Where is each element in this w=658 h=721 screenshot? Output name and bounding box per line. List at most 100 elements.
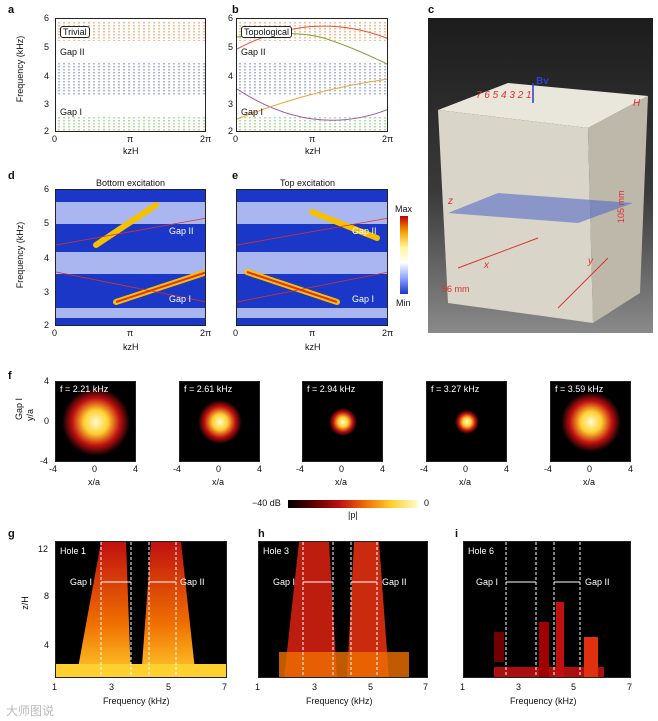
panel-f-xtick: 0 [463, 464, 469, 474]
panel-d-plot: Gap II Gap I [55, 189, 206, 326]
panel-e-title: Top excitation [280, 178, 336, 188]
panel-c-x: x [484, 260, 489, 271]
panel-b-ytick: 6 [228, 13, 234, 23]
panel-label-b: b [232, 4, 239, 16]
panel-d-xlabel: kzH [123, 342, 139, 352]
panel-b-plot: Topological Gap II Gap I [236, 18, 388, 132]
panel-f-xtick: 0 [216, 464, 222, 474]
panel-i-xtick: 3 [516, 682, 522, 692]
panel-g-ytick: 8 [44, 591, 50, 601]
panel-b-ytick: 4 [228, 71, 234, 81]
panel-a-ytick: 6 [44, 13, 50, 23]
panel-b-xtick: π [309, 134, 316, 144]
colorbar-f-label: |p| [348, 510, 358, 520]
panel-h-xtick: 3 [312, 682, 318, 692]
panel-h-tag: Hole 3 [263, 546, 290, 556]
panel-h-xtick: 7 [423, 682, 429, 692]
panel-a-plot: Trivial Gap II Gap I [55, 18, 206, 132]
panel-g-ytick: 12 [38, 544, 49, 554]
panel-a-xtick: 2π [200, 134, 212, 144]
panel-f-xtick: -4 [420, 464, 429, 474]
panel-c-z: z [448, 196, 453, 207]
panel-f-map: f = 2.61 kHz [179, 381, 260, 462]
panel-h-plot: Hole 3 Gap I Gap II [258, 541, 428, 678]
panel-f-map: f = 3.59 kHz [550, 381, 631, 462]
panel-f-ylabel: Gap I [14, 397, 25, 421]
panel-c-bv: Bv [536, 76, 549, 87]
panel-label-i: i [455, 528, 459, 540]
panel-a-ytick: 4 [44, 71, 50, 81]
panel-g-gap1: Gap I [70, 577, 93, 587]
panel-f-xlabel: x/a [583, 477, 596, 487]
panel-c-photo: 7 6 5 4 3 2 1 Bv H z x y 105 mm 56 mm [428, 18, 653, 333]
panel-f-ytick: -4 [40, 456, 49, 466]
panel-f-freq: f = 2.21 kHz [60, 384, 109, 394]
panel-a-gap2: Gap II [60, 47, 85, 57]
panel-i-gap2: Gap II [585, 577, 610, 587]
watermark: 大师图说 [6, 704, 55, 718]
panel-e-plot: Gap II Gap I [236, 189, 388, 326]
colorbar-f-max: 0 [424, 498, 430, 508]
panel-f-xlabel: x/a [88, 477, 101, 487]
panel-f-freq: f = 2.61 kHz [184, 384, 233, 394]
panel-f-xtick: -4 [544, 464, 553, 474]
panel-e-xtick: 0 [233, 328, 239, 338]
panel-e-gap1: Gap I [352, 294, 375, 304]
panel-d-ytick: 2 [44, 320, 50, 330]
panel-a-ytick: 2 [44, 126, 50, 136]
panel-g-ylabel: z/H [19, 596, 30, 610]
panel-f-xlabel: x/a [212, 477, 225, 487]
panel-a-ytick: 5 [44, 42, 50, 52]
panel-a-xtick: π [127, 134, 134, 144]
panel-d-title: Bottom excitation [96, 178, 166, 188]
panel-c-h: H [633, 98, 641, 109]
panel-f-ytick: 0 [44, 416, 50, 426]
panel-c-dim1: 105 mm [616, 190, 626, 223]
panel-i-map [494, 542, 604, 677]
panel-f-xtick: 4 [257, 464, 263, 474]
panel-f-xlabel: x/a [335, 477, 348, 487]
panel-d-gap1: Gap I [169, 294, 192, 304]
panel-h-map [279, 542, 409, 677]
colorbar-de-min: Min [396, 298, 411, 308]
panel-a-gap1: Gap I [60, 107, 83, 117]
panel-d-xtick: 0 [52, 328, 58, 338]
panel-f-xtick: 4 [133, 464, 139, 474]
panel-g-plot: Hole 1 Gap I Gap II [55, 541, 227, 678]
panel-b-ytick: 2 [228, 126, 234, 136]
panel-e-xtick: 2π [382, 328, 394, 338]
panel-f-map: f = 2.21 kHz [55, 381, 136, 462]
panel-b-gap2: Gap II [241, 47, 266, 57]
panel-c-y: y [588, 256, 593, 267]
panel-d-xtick: π [127, 328, 134, 338]
panel-a-xlabel: kzH [123, 146, 139, 156]
panel-g-xtick: 3 [109, 682, 115, 692]
panel-label-a: a [8, 4, 15, 16]
colorbar-f [288, 500, 418, 508]
panel-e-map [237, 202, 387, 318]
panel-b-tag: Topological [241, 26, 293, 38]
panel-h-xtick: 5 [368, 682, 374, 692]
panel-f-xtick: 4 [380, 464, 386, 474]
panel-g-tag: Hole 1 [60, 546, 87, 556]
panel-e-gap2: Gap II [352, 226, 377, 236]
panel-i-xtick: 5 [571, 682, 577, 692]
panel-label-e: e [232, 170, 239, 182]
panel-g-ytick: 4 [44, 640, 50, 650]
panel-label-c: c [428, 4, 435, 16]
panel-b-gap1: Gap I [241, 107, 264, 117]
colorbar-de-max: Max [395, 204, 413, 214]
panel-f-ytick: 4 [44, 376, 50, 386]
panel-label-h: h [258, 528, 265, 540]
panel-d-ytick: 3 [44, 287, 50, 297]
panel-a-xtick: 0 [52, 134, 58, 144]
panel-f-map: f = 3.27 kHz [426, 381, 507, 462]
panel-f-freq: f = 3.59 kHz [555, 384, 604, 394]
panel-label-d: d [8, 170, 15, 182]
panel-i-xtick: 1 [460, 682, 466, 692]
panel-b-ytick: 5 [228, 42, 234, 52]
panel-b-ytick: 3 [228, 99, 234, 109]
panel-a-tag: Trivial [60, 26, 90, 38]
panel-c-hole-numbers: 7 6 5 4 3 2 1 [476, 90, 532, 101]
panel-f-xtick: -4 [296, 464, 305, 474]
